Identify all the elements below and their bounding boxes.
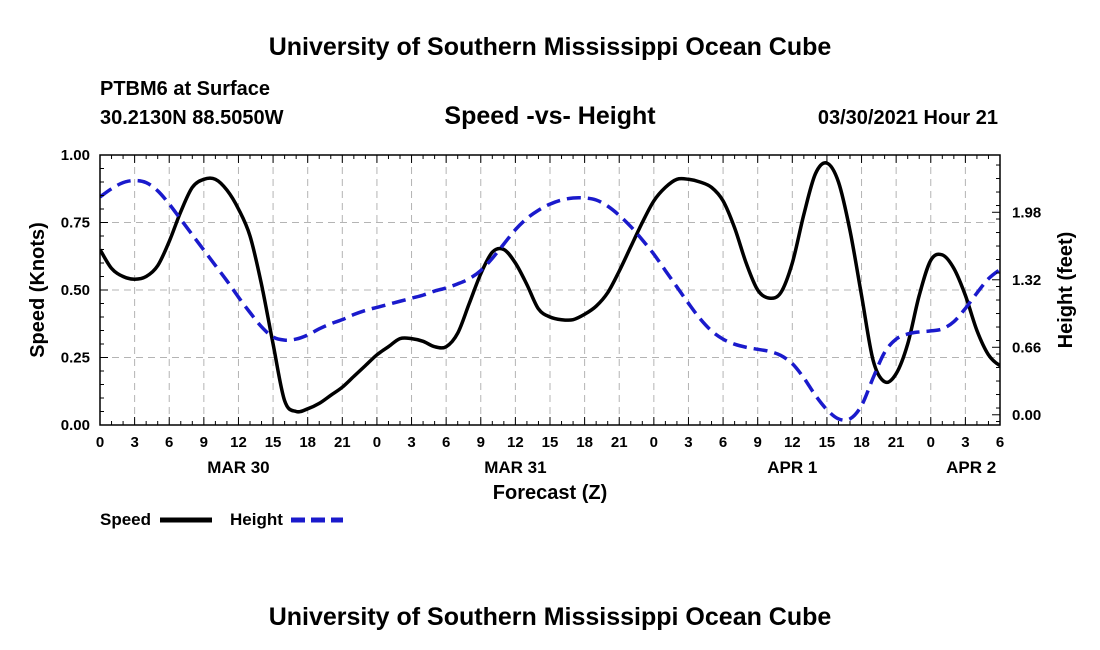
legend-speed-label: Speed: [100, 510, 151, 529]
y-tick-label: 0.75: [61, 215, 90, 232]
x-tick-label: 0: [96, 434, 104, 451]
x-tick-label: 18: [299, 434, 316, 451]
legend-height-label: Height: [230, 510, 283, 529]
coordinates-label: 30.2130N 88.5050W: [100, 107, 284, 129]
x-tick-label: 15: [265, 434, 282, 451]
date-label: APR 1: [767, 458, 817, 477]
y2-tick-label: 0.66: [1012, 339, 1041, 356]
x-tick-label: 9: [200, 434, 208, 451]
x-tick-label: 18: [853, 434, 870, 451]
date-label: MAR 31: [484, 458, 546, 477]
series-layer: [100, 161, 1000, 423]
x-tick-label: 21: [334, 434, 351, 451]
x-tick-label: 15: [542, 434, 559, 451]
y2-tick-label: 1.32: [1012, 272, 1041, 289]
x-tick-label: 6: [996, 434, 1004, 451]
x-tick-label: 6: [719, 434, 727, 451]
footer-title: University of Southern Mississippi Ocean…: [269, 603, 832, 631]
y2-tick-label: 1.98: [1012, 204, 1041, 221]
y-tick-label: 0.25: [61, 350, 90, 367]
x-tick-label: 18: [576, 434, 593, 451]
x-tick-label: 12: [784, 434, 801, 451]
x-tick-label: 3: [961, 434, 969, 451]
x-tick-label: 0: [650, 434, 658, 451]
x-tick-label: 12: [507, 434, 524, 451]
x-tick-label: 3: [684, 434, 692, 451]
x-tick-label: 12: [230, 434, 247, 451]
x-tick-label: 3: [130, 434, 138, 451]
date-label: MAR 30: [207, 458, 269, 477]
series-line-speed: [100, 161, 1000, 414]
station-label: PTBM6 at Surface: [100, 78, 270, 100]
x-tick-label: 6: [165, 434, 173, 451]
y-tick-label: 0.00: [61, 417, 90, 434]
x-tick-label: 0: [927, 434, 935, 451]
x-tick-label: 15: [819, 434, 836, 451]
y-tick-label: 0.50: [61, 282, 90, 299]
y2-axis-label: Height (feet): [1055, 232, 1077, 349]
x-tick-label: 9: [477, 434, 485, 451]
plot-title: Speed -vs- Height: [444, 102, 656, 130]
x-tick-label: 3: [407, 434, 415, 451]
x-tick-label: 6: [442, 434, 450, 451]
date-label: APR 2: [946, 458, 996, 477]
x-tick-label: 21: [611, 434, 628, 451]
page-title: University of Southern Mississippi Ocean…: [269, 33, 832, 61]
x-axis-label: Forecast (Z): [493, 482, 607, 504]
series-line-height: [100, 178, 1000, 423]
legend: Speed Height: [100, 510, 343, 529]
y-tick-label: 1.00: [61, 147, 90, 164]
y-axis-label: Speed (Knots): [27, 222, 49, 358]
x-tick-label: 0: [373, 434, 381, 451]
y2-tick-label: 0.00: [1012, 407, 1041, 424]
timestamp-label: 03/30/2021 Hour 21: [818, 107, 998, 129]
axes: 0 3 6 9 12 15 18 21 0 3 6 9 12 15 18 21 0 3 6 9 12 15 18 21 0 3 6 M…: [61, 147, 1041, 477]
x-tick-label: 9: [754, 434, 762, 451]
x-tick-label: 21: [888, 434, 905, 451]
